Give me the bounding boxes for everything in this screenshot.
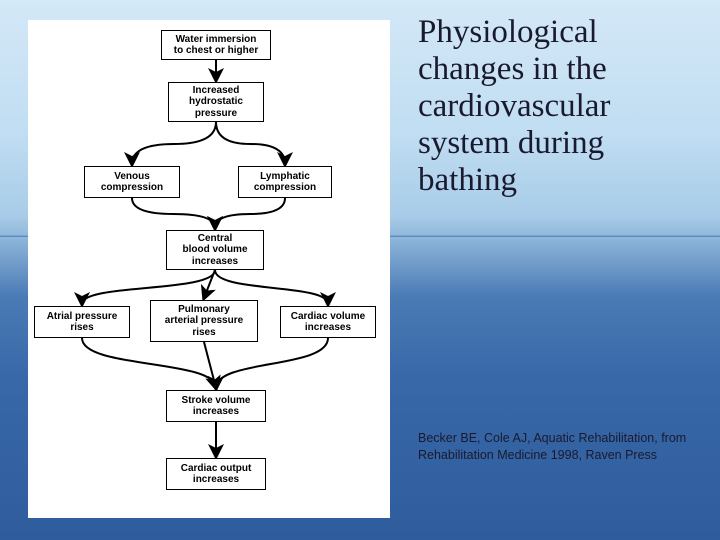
- flowchart-node-n1: Water immersionto chest or higher: [161, 30, 271, 60]
- flowchart-node-n4: Lymphaticcompression: [238, 166, 332, 198]
- flowchart-node-n7: Pulmonaryarterial pressurerises: [150, 300, 258, 342]
- flowchart-panel: Water immersionto chest or higher Increas…: [28, 20, 390, 518]
- slide-title: Physiological changes in the cardiovascu…: [418, 14, 708, 199]
- citation-text: Becker BE, Cole AJ, Aquatic Rehabilitati…: [418, 430, 698, 464]
- flowchart-node-n8: Cardiac volumeincreases: [280, 306, 376, 338]
- flowchart-node-n9: Stroke volumeincreases: [166, 390, 266, 422]
- flowchart-node-n10: Cardiac outputincreases: [166, 458, 266, 490]
- flowchart-node-n5: Centralblood volumeincreases: [166, 230, 264, 270]
- flowchart-node-n3: Venouscompression: [84, 166, 180, 198]
- flowchart-node-n6: Atrial pressurerises: [34, 306, 130, 338]
- flowchart-node-n2: Increasedhydrostaticpressure: [168, 82, 264, 122]
